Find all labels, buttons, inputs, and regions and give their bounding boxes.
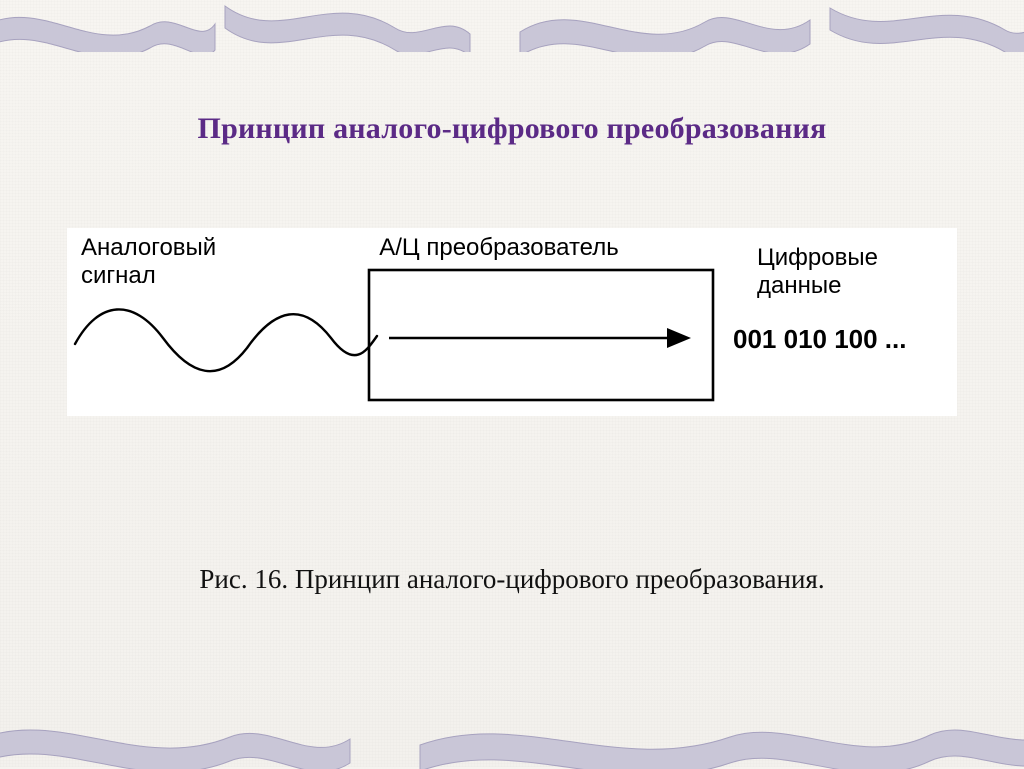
figure-caption: Рис. 16. Принцип аналого-цифрового преоб…: [0, 564, 1024, 595]
adc-box: [367, 268, 715, 408]
label-adc: А/Ц преобразователь: [369, 234, 629, 262]
label-line: данные: [757, 272, 841, 299]
wave-path: [75, 309, 377, 371]
label-digital-data: Цифровые данные: [757, 244, 878, 299]
label-line: Аналоговый: [81, 234, 216, 261]
analog-wave-icon: [71, 292, 381, 412]
diagram-panel: Аналоговый сигнал А/Ц преобразователь Ци…: [67, 228, 957, 416]
label-line: Цифровые: [757, 244, 878, 271]
arrow-head-icon: [667, 328, 691, 348]
page-title: Принцип аналого-цифрового преобразования: [0, 112, 1024, 146]
digital-bits: 001 010 100 ...: [733, 324, 906, 355]
label-line: сигнал: [81, 262, 156, 289]
adc-rect: [369, 270, 713, 400]
label-analog-signal: Аналоговый сигнал: [81, 234, 216, 289]
